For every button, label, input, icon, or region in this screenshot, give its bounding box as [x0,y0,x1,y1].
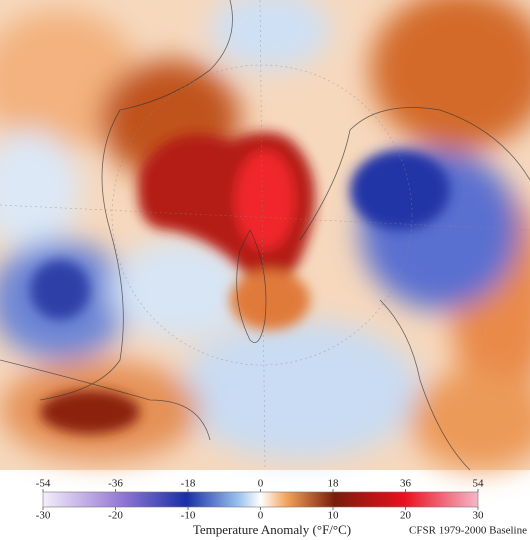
celsius-tick-label: 10 [328,510,340,522]
fahrenheit-tick-label: 0 [258,478,264,490]
celsius-tick-label: -20 [108,510,123,522]
fahrenheit-tick-label: 18 [328,478,340,490]
celsius-tick-label: -30 [36,510,51,522]
colorbar [42,491,479,508]
credit: CFSR 1979-2000 Baseline [409,525,527,537]
fahrenheit-tick-label: -36 [108,478,123,490]
celsius-tick-label: 20 [400,510,412,522]
celsius-tick-label: 0 [258,510,264,522]
fahrenheit-tick-label: 36 [400,478,412,490]
celsius-tick-label: -10 [181,510,196,522]
fahrenheit-tick-label: -54 [36,478,51,490]
celsius-tick-label: 30 [473,510,485,522]
fahrenheit-tick-label: -18 [181,478,196,490]
colorbar-label: Temperature Anomaly (°F/°C) [193,522,351,537]
anomaly-map [0,0,530,471]
fahrenheit-tick-label: 54 [473,478,485,490]
